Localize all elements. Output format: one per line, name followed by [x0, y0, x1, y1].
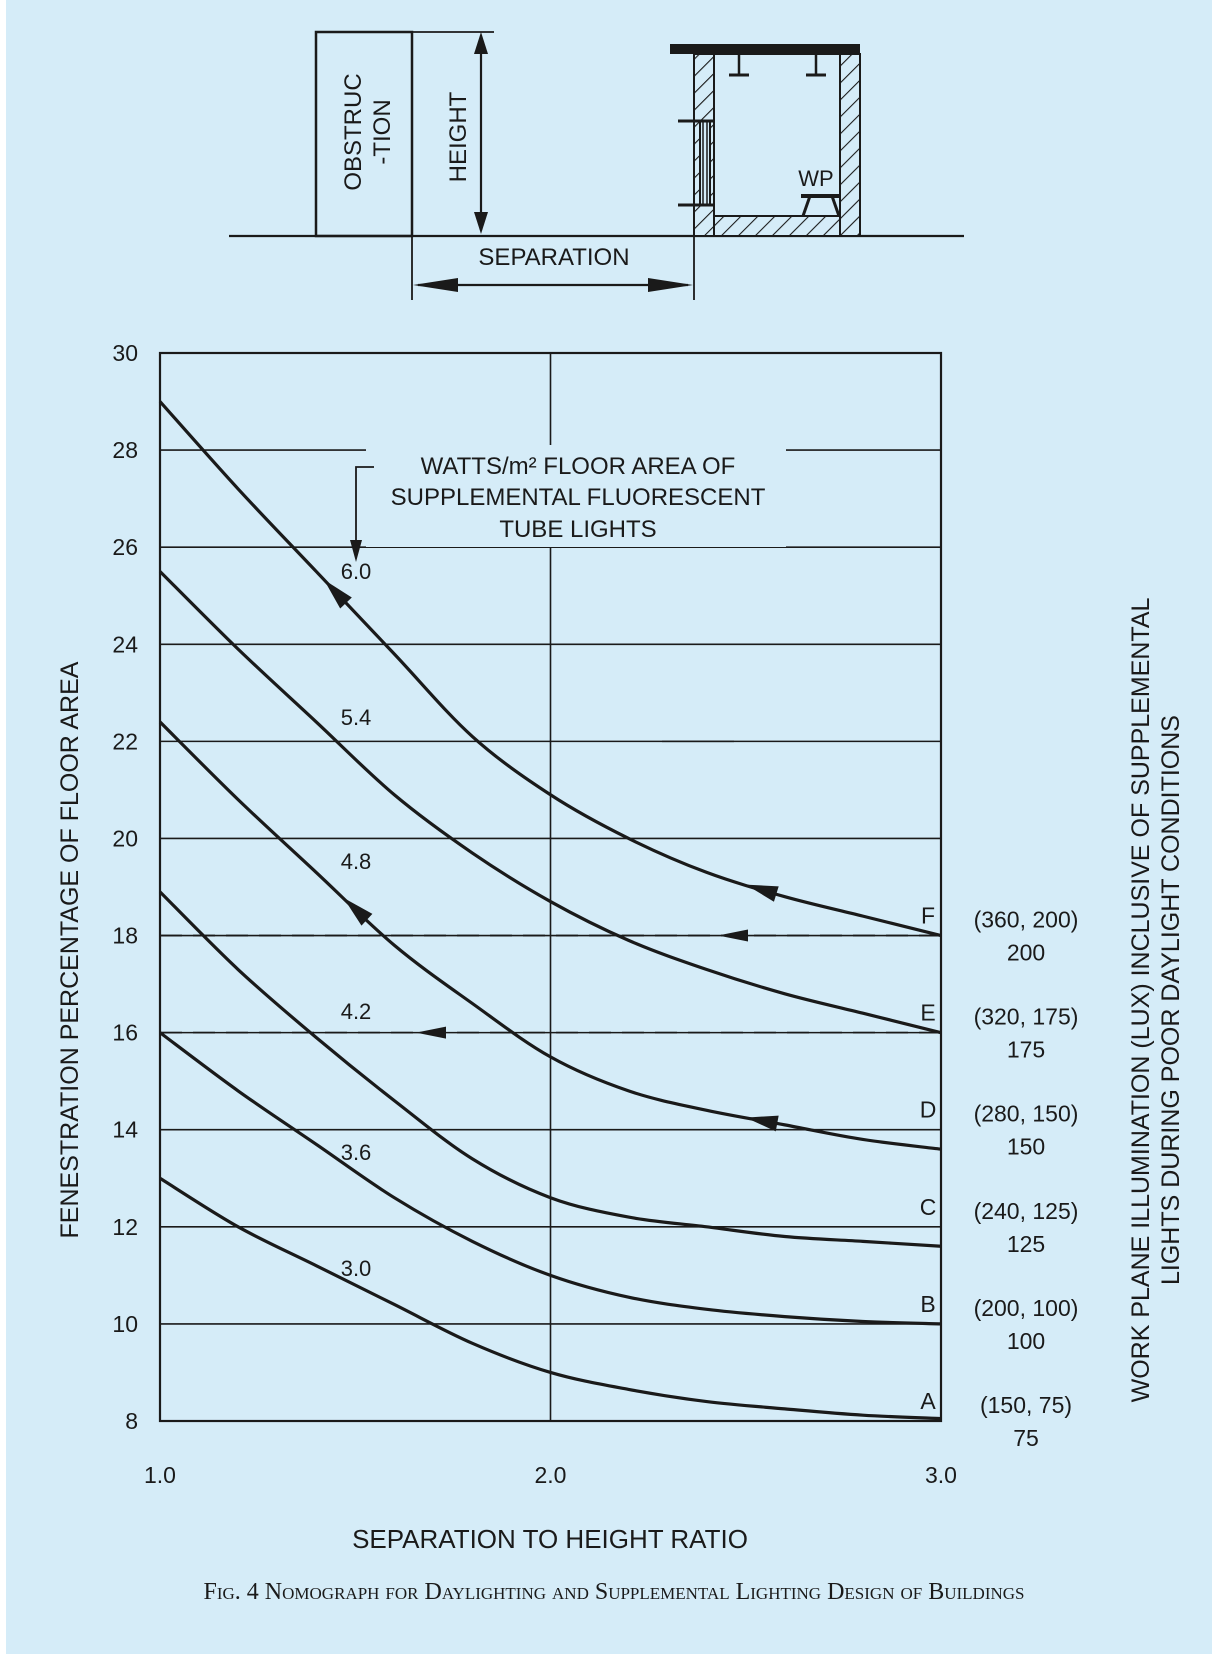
y2-axis-title-line-1: WORK PLANE ILLUMINATION (LUX) INCLUSIVE …: [1127, 598, 1155, 1403]
separation-arrow-left-icon: [413, 278, 458, 292]
curve-letter-label: D: [920, 1097, 937, 1123]
flow-arrow-icon: [324, 579, 352, 609]
lux-pair-label: (320, 175): [974, 1004, 1079, 1030]
separation-label: SEPARATION: [478, 244, 629, 271]
curve-letter-label: C: [920, 1194, 937, 1220]
building-section: WP: [670, 44, 861, 237]
height-label: HEIGHT: [445, 91, 472, 182]
curve-label: 6.0: [341, 559, 372, 584]
lux-value-label: 150: [1007, 1134, 1045, 1160]
curve-letter-label: E: [920, 1000, 935, 1026]
y-tick-label: 16: [112, 1020, 138, 1046]
x-tick-label: 3.0: [925, 1462, 957, 1488]
lux-pair-label: (280, 150): [974, 1101, 1079, 1127]
series-line-5-4: [158, 570, 942, 1035]
series-line-4-2: [158, 890, 942, 1248]
annotation-line-3: TUBE LIGHTS: [499, 516, 656, 543]
height-arrow-down-icon: [474, 212, 488, 234]
series-line-3-0: [159, 1176, 942, 1421]
x-tick-label: 2.0: [535, 1462, 567, 1488]
lux-value-label: 100: [1007, 1328, 1045, 1354]
y-tick-label: 24: [112, 631, 138, 657]
y-tick-label: 8: [125, 1408, 138, 1434]
y-tick-label: 30: [112, 340, 138, 366]
nomograph-figure: OBSTRUC -TION HEIGHT SEPARATION: [56, 30, 1185, 1605]
annotation-arrow-icon: [350, 540, 362, 562]
plot-frame: [158, 351, 943, 1423]
tick-labels: 8 10 12 14 16 18 20 22 24 26 28 30 1.0 2.0 3.0: [112, 340, 957, 1488]
series-line-4-8: [158, 720, 942, 1151]
curve-layer: [158, 400, 942, 1421]
y-tick-label: 28: [112, 437, 138, 463]
curve-label: 3.6: [341, 1140, 372, 1165]
curve-letter-label: A: [920, 1388, 936, 1414]
curve-label: 5.4: [341, 705, 372, 730]
series-line-3-6: [159, 1031, 942, 1326]
y-tick-label: 22: [112, 728, 138, 754]
curve-letter-label: B: [920, 1291, 935, 1317]
grid-layer: [160, 353, 941, 1421]
lux-pair-label: (240, 125): [974, 1198, 1079, 1224]
schematic-diagram: OBSTRUC -TION HEIGHT SEPARATION: [229, 30, 964, 300]
flow-arrow-icon: [745, 1115, 779, 1132]
annotation-line-1: WATTS/m² FLOOR AREA OF: [421, 453, 736, 480]
lux-value-label: 75: [1013, 1425, 1039, 1451]
x-tick-label: 1.0: [144, 1462, 176, 1488]
height-arrow-up-icon: [474, 32, 488, 54]
obstruction-label-1: OBSTRUC: [340, 73, 367, 190]
curve-label: 4.8: [341, 849, 372, 874]
lux-value-label: 200: [1007, 940, 1045, 966]
annotation-line-2: SUPPLEMENTAL FLUORESCENT: [391, 484, 766, 511]
reference-lines: [160, 929, 941, 1039]
lux-pair-label: (200, 100): [974, 1295, 1079, 1321]
obstruction-label-2: -TION: [369, 99, 396, 164]
y-tick-label: 18: [112, 923, 138, 949]
curve-label: 3.0: [341, 1256, 372, 1281]
right-labels: A (150, 75) 75 B (200, 100) 100 C (240, 125) 125…: [920, 903, 1079, 1451]
chart-area: 8 10 12 14 16 18 20 22 24 26 28 30 1.0 2.0 3.0 A (150, …: [56, 340, 1185, 1554]
y-axis-title: FENESTRATION PERCENTAGE OF FLOOR AREA: [56, 661, 84, 1238]
wp-label: WP: [798, 166, 833, 191]
light-fixture-icon: [729, 54, 749, 77]
reference-arrow-icon: [416, 1026, 446, 1039]
lux-value-label: 175: [1007, 1037, 1045, 1063]
y-tick-label: 26: [112, 534, 138, 560]
flow-arrow-icon: [745, 884, 779, 902]
window-icon: [678, 119, 714, 207]
y-tick-label: 10: [112, 1311, 138, 1337]
figure-caption: Fig. 4 Nomograph for Daylighting and Sup…: [204, 1579, 1025, 1605]
series-line-6-0: [158, 400, 942, 938]
y-tick-label: 20: [112, 825, 138, 851]
lux-pair-label: (150, 75): [980, 1392, 1072, 1418]
reference-arrow-icon: [718, 929, 748, 942]
annotation-pointer: [355, 466, 374, 555]
watts-annotation: WATTS/m² FLOOR AREA OF SUPPLEMENTAL FLUO…: [350, 445, 786, 562]
work-plane-table-icon: [801, 194, 841, 217]
separation-arrow-right-icon: [648, 278, 693, 292]
lux-value-label: 125: [1007, 1231, 1045, 1257]
y2-axis-title-line-2: LIGHTS DURING POOR DAYLIGHT CONDITIONS: [1157, 715, 1185, 1285]
lux-pair-label: (360, 200): [974, 907, 1079, 933]
curve-label: 4.2: [341, 999, 372, 1024]
x-axis-title: SEPARATION TO HEIGHT RATIO: [352, 1524, 748, 1554]
obstruction-block: [314, 30, 414, 238]
flow-arrow-icon: [343, 897, 373, 926]
y-tick-label: 12: [112, 1214, 138, 1240]
curve-letter-label: F: [921, 903, 935, 929]
light-fixture-icon: [806, 54, 826, 77]
figure-panel: OBSTRUC -TION HEIGHT SEPARATION: [6, 0, 1212, 1654]
y-tick-label: 14: [112, 1117, 138, 1143]
